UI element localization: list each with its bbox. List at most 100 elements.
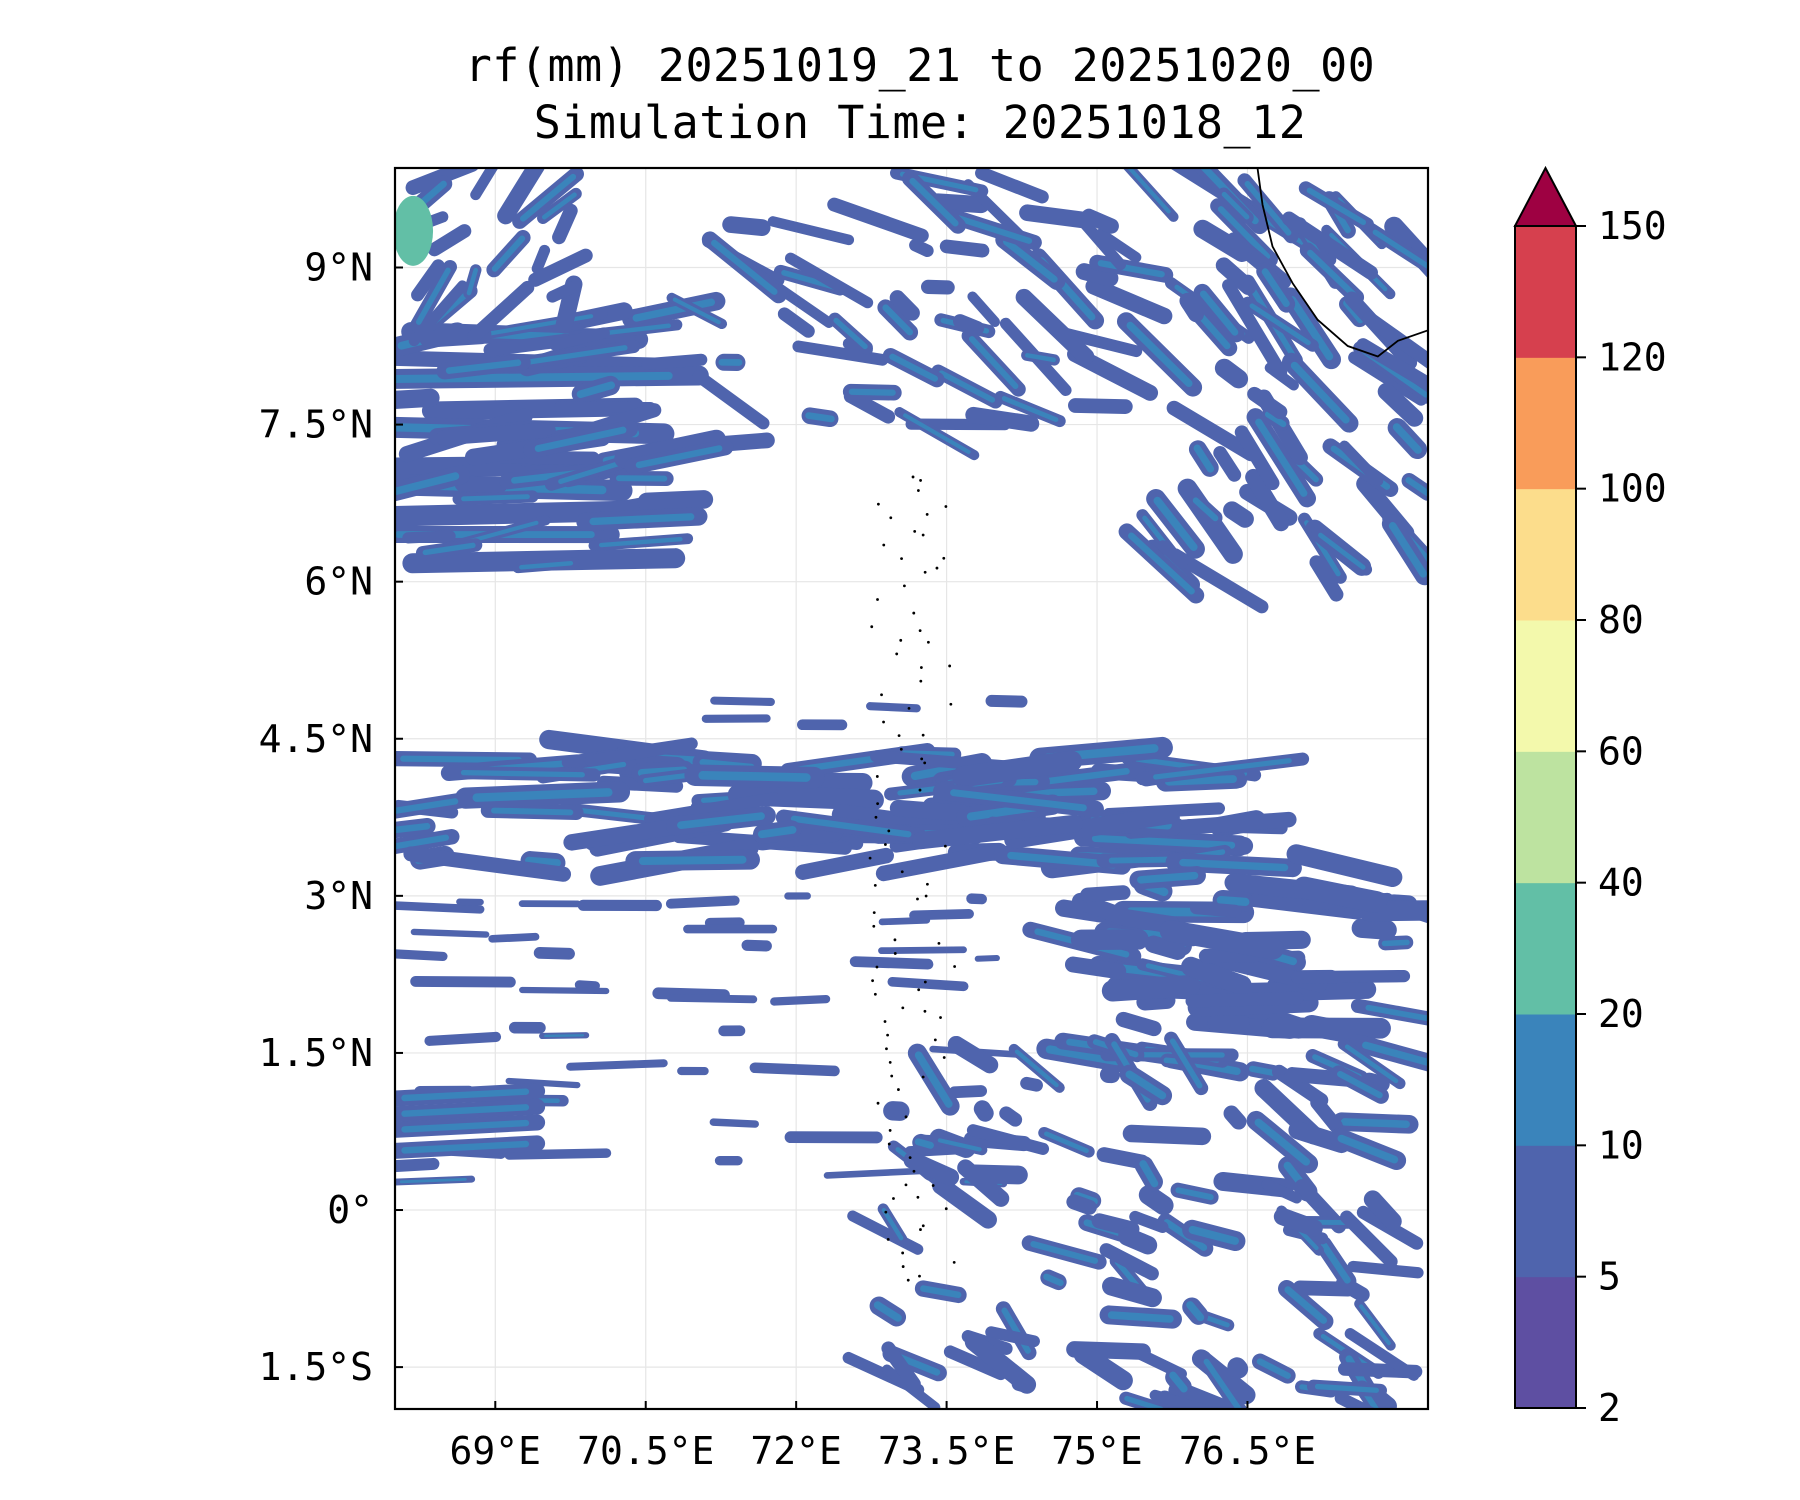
rain-streak: [1214, 358, 1249, 389]
x-tick-label: 75°E: [1051, 1429, 1143, 1473]
rain-streak-core: [968, 336, 1019, 390]
atoll-dot: [939, 1016, 942, 1019]
rain-streak-core: [1030, 1241, 1099, 1264]
rain-streak: [767, 216, 855, 246]
rain-streak: [577, 899, 662, 912]
rain-streak: [1222, 279, 1288, 380]
atoll-dot: [948, 664, 952, 668]
rain-streak: [666, 994, 758, 1004]
rain-streak: [641, 353, 708, 371]
atoll-dot: [901, 1265, 905, 1268]
rain-streak: [912, 814, 1083, 850]
rain-streak: [546, 281, 579, 303]
rain-streak: [777, 307, 815, 338]
rain-streak: [784, 1131, 883, 1144]
atoll-dot: [876, 598, 879, 601]
rain-streak: [889, 799, 974, 822]
rain-streak-core: [950, 789, 1087, 812]
atoll-dot: [893, 938, 897, 942]
rain-streak: [710, 696, 775, 706]
rain-streak: [1122, 1124, 1212, 1146]
rain-streak: [1234, 425, 1280, 491]
rain-streak: [1363, 1190, 1402, 1231]
rain-streak: [395, 388, 440, 411]
rain-streak: [1193, 219, 1252, 262]
rain-streak: [1118, 1227, 1158, 1255]
rain-streak: [749, 1062, 840, 1077]
rain-streak: [402, 530, 456, 544]
atoll-dot: [916, 1195, 920, 1199]
rain-streak-core: [1169, 1371, 1188, 1393]
rain-streak: [403, 846, 572, 882]
rain-streak: [967, 291, 1001, 327]
rain-streak: [1261, 1017, 1391, 1039]
rain-streak: [1080, 885, 1131, 903]
y-tick-label: 4.5°N: [259, 717, 373, 761]
rain-streak-core: [1139, 1160, 1159, 1188]
atoll-dot: [897, 734, 901, 738]
rain-streak-core: [1337, 1134, 1399, 1164]
rain-streak: [528, 248, 593, 287]
atoll-dot: [923, 1009, 927, 1013]
rain-streak: [1073, 1344, 1133, 1391]
rain-streak: [410, 928, 490, 938]
atoll-dot: [923, 570, 927, 574]
rain-streak-core: [1128, 532, 1195, 595]
colorbar-tick-label: 10: [1598, 1123, 1644, 1167]
rain-streak-core: [881, 1207, 904, 1241]
rain-streak-core: [1153, 496, 1198, 551]
rain-streak: [939, 239, 990, 258]
chart-title: rf(mm) 20251019_21 to 20251020_00: [464, 39, 1376, 92]
rain-streak: [692, 370, 770, 430]
rain-streak-core: [1318, 532, 1366, 570]
rain-streak: [1347, 1260, 1424, 1279]
rain-streak-core: [914, 1138, 934, 1149]
rain-streak-core: [1362, 1041, 1428, 1076]
atoll-dot: [921, 1224, 925, 1228]
map-area: [395, 168, 1428, 1409]
atoll-dot: [899, 747, 903, 751]
rain-streak-core: [401, 1119, 530, 1133]
rainfall-contours: [395, 168, 1428, 1409]
atoll-dot: [921, 1075, 925, 1079]
rain-streak-core: [1169, 1038, 1203, 1089]
rain-streak-core: [1405, 477, 1428, 497]
rain-streak: [552, 203, 578, 245]
rain-streak: [1223, 1105, 1247, 1130]
rain-streak-core: [401, 1140, 530, 1154]
rain-streak-core: [882, 304, 914, 336]
rain-streak: [1356, 338, 1428, 399]
atoll-dot: [874, 815, 878, 819]
atoll-dot: [872, 911, 876, 914]
rain-streak: [1101, 974, 1201, 1002]
atoll-dot: [952, 1261, 956, 1264]
atoll-dot: [917, 988, 921, 992]
rain-streak: [1066, 1194, 1097, 1215]
rain-streak-core: [589, 513, 695, 526]
rain-streak-core: [1203, 1358, 1246, 1409]
rain-streak: [1095, 228, 1142, 263]
rain-streak-core: [526, 345, 628, 365]
rain-streak: [943, 1345, 1008, 1381]
rain-streak-core: [1216, 895, 1250, 906]
rain-streak: [1099, 1066, 1121, 1084]
colorbar-tick-label: 5: [1598, 1255, 1621, 1299]
colorbar-frame: [1514, 225, 1577, 1409]
rain-streak: [1099, 1243, 1159, 1281]
x-tick-label: 76.5°E: [1179, 1429, 1316, 1473]
colorbar-tick-label: 20: [1598, 992, 1644, 1036]
rain-streak: [909, 909, 974, 921]
rain-streak: [1377, 382, 1424, 427]
y-tick-label: 9°N: [304, 245, 373, 289]
rain-streak-core: [889, 353, 939, 382]
rain-streak: [519, 986, 610, 995]
rain-streak: [1159, 920, 1284, 960]
atoll-dot: [911, 475, 915, 479]
rain-streak: [792, 340, 889, 366]
atoll-dot: [895, 652, 899, 656]
rain-streak: [505, 1077, 581, 1089]
y-tick-label: 1.5°N: [259, 1031, 373, 1075]
rain-streak: [1340, 1210, 1398, 1269]
rain-streak: [408, 280, 468, 347]
rain-streak-core: [1314, 1383, 1379, 1393]
